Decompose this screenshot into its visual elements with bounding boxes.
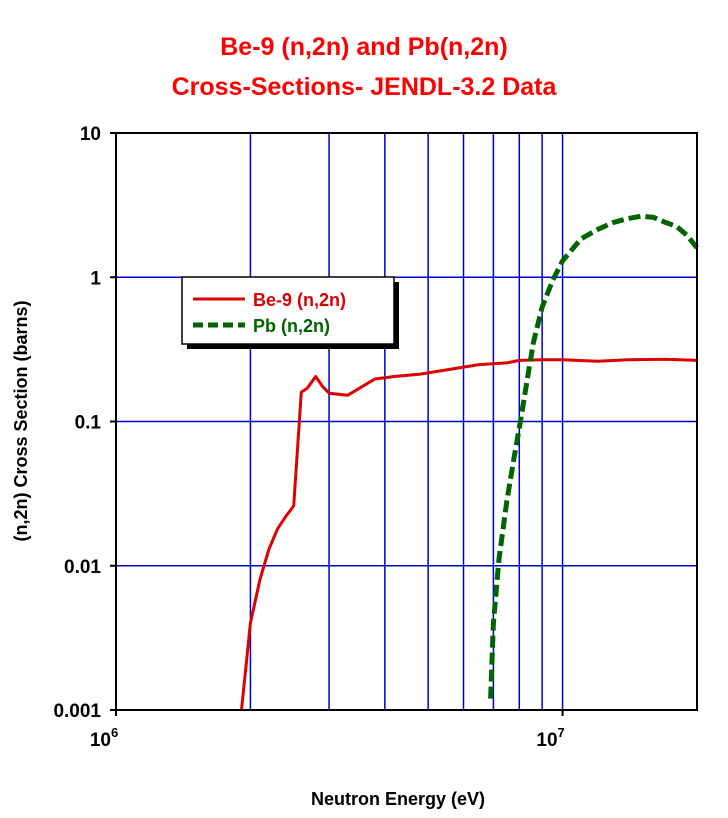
- x-axis-label: Neutron Energy (eV): [311, 789, 485, 809]
- chart-title-line-1: Be-9 (n,2n) and Pb(n,2n): [220, 33, 508, 61]
- legend-label-pb: Pb (n,2n): [253, 316, 330, 336]
- y-tick-label: 0.001: [53, 701, 101, 722]
- y-tick-label: 0.01: [64, 557, 101, 578]
- series-layer: [240, 213, 699, 711]
- legend: Be-9 (n,2n) Pb (n,2n): [181, 276, 399, 349]
- legend-box: [181, 276, 395, 345]
- chart-title-line-2: Cross-Sections- JENDL-3.2 Data: [171, 73, 557, 101]
- x-tick-label: 106: [90, 725, 118, 751]
- legend-label-be9: Be-9 (n,2n): [253, 290, 346, 310]
- series-pb-line: [488, 213, 699, 699]
- series-be9-line: [240, 357, 698, 711]
- y-tick-label: 10: [80, 124, 101, 145]
- y-axis-label: (n,2n) Cross Section (barns): [11, 300, 31, 541]
- y-tick-label: 0.1: [75, 413, 102, 434]
- grid-lines: [116, 133, 697, 710]
- y-tick-label: 1: [90, 268, 101, 289]
- x-tick-label: 107: [536, 725, 564, 751]
- tick-labels: 10 1 0.1 0.01 0.001 106 107: [53, 124, 564, 751]
